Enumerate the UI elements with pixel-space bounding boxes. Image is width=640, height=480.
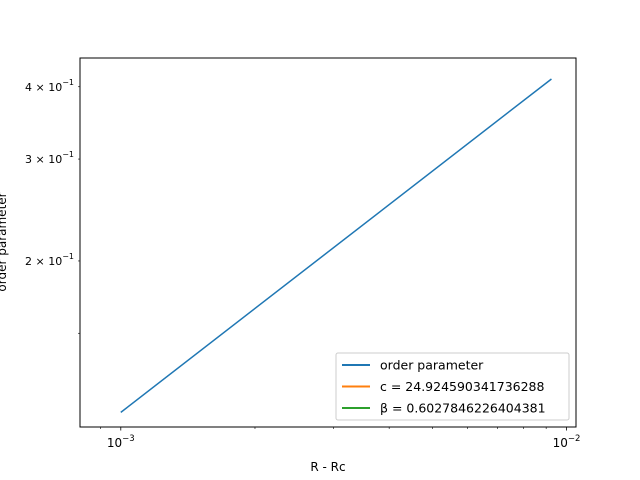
- legend-frame: [335, 352, 570, 421]
- legend-label: β = 0.6027846226404381: [380, 401, 546, 416]
- plot-area: [120, 78, 552, 413]
- x-axis-ticks: 10−3 10−2: [100, 427, 580, 450]
- axes: [79, 57, 577, 428]
- x-axis-label: R - Rc: [310, 460, 345, 474]
- y-tick-label: 4 × 10−1: [25, 78, 74, 94]
- axes-frame: [79, 57, 577, 428]
- y-axis-label: order parameter: [0, 192, 9, 291]
- y-tick-label: 3 × 10−1: [25, 150, 74, 166]
- legend: order parameter c = 24.924590341736288 β =…: [335, 352, 570, 421]
- x-tick-label: 10−3: [107, 434, 135, 450]
- y-axis-ticks: 2 × 10−1 3 × 10−1 4 × 10−1: [25, 78, 80, 334]
- y-tick-label: 2 × 10−1: [25, 252, 74, 268]
- legend-label: order parameter: [380, 358, 484, 373]
- legend-label: c = 24.924590341736288: [380, 379, 545, 394]
- x-tick-label: 10−2: [553, 434, 581, 450]
- series-line-0: [120, 78, 552, 413]
